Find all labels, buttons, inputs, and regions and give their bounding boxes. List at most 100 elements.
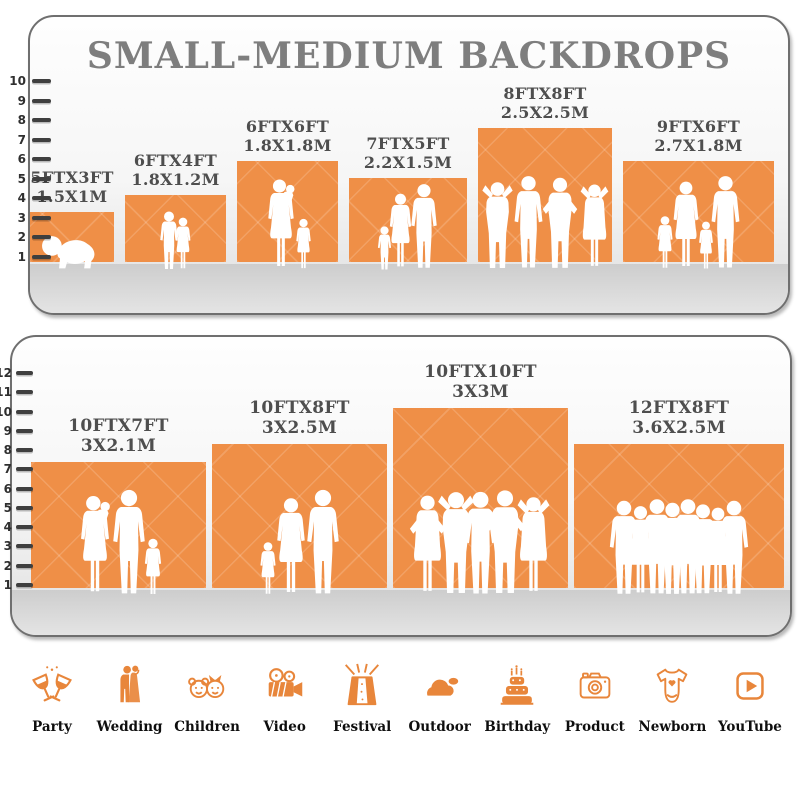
person-silhouette-man [642,499,672,594]
ruler-dash-icon [32,215,51,220]
ruler-dash-icon [32,176,51,181]
ruler-tick: 11 [0,385,33,399]
ruler-dash-icon [16,505,33,510]
ruler-number: 6 [17,152,26,166]
newborn-icon [649,658,695,710]
backdrop-size-m: 3X2.1M [80,436,157,457]
ruler-dash-icon [16,448,33,453]
ruler-tick: 8 [0,113,51,127]
category-row: Party Wedding Children Video Festival Outdoor… [16,658,786,735]
person-silhouette-girl [657,216,673,268]
backdrop-size-m: 1.8X1.2M [131,170,220,190]
ruler-tick: 8 [0,443,33,457]
category-item: Video [249,658,321,735]
backdrop-item: 10FTX10FT 3X3M [393,362,568,594]
backdrop-size-m: 2.7X1.8M [654,136,743,156]
category-label: Newborn [638,719,707,735]
youtube-icon [727,658,773,710]
ruler-tick: 4 [0,191,51,205]
ruler-dash-icon [16,486,33,491]
ruler-tick: 10 [0,405,33,419]
category-item: Festival [326,658,398,735]
backdrop-swatch [212,444,387,594]
backdrop-swatch [574,444,784,594]
backdrop-size-ft: 9FTX6FT [656,116,741,136]
ruler-number: 11 [0,385,12,400]
person-silhouette-woman-up [517,497,550,591]
ruler-number: 4 [17,191,26,205]
backdrop-size-ft: 10FTX8FT [249,397,350,418]
ruler-tick: 1 [0,578,33,592]
backdrop-size-ft: 8FTX8FT [503,83,587,103]
category-label: Wedding [96,719,163,735]
ruler-tick: 12 [0,366,33,380]
ruler-dash-icon [32,196,51,200]
category-item: Birthday [481,658,553,735]
ruler-tick: 7 [0,133,51,147]
backdrop-size-m: 2.2X1.5M [363,153,453,173]
page-title: SMALL-MEDIUM BACKDROPS [86,35,732,77]
backdrop-size-label: 8FTX8FT 2.5X2.5M [501,84,589,123]
category-item: Newborn [636,658,708,735]
ruler-dash-icon [32,235,51,239]
ruler-dash-icon [32,98,51,103]
backdrop-item: 10FTX8FT 3X2.5M [212,397,387,594]
outdoor-icon [417,658,463,710]
backdrop-row: 10FTX7FT 3X2.1M 10FTX8FT 3X2.5M 10FTX10FT 3X3… [31,362,784,595]
person-silhouette-man [711,176,740,268]
backdrop-item: 7FTX5FT 2.2X1.5M [349,134,467,270]
backdrop-size-m: 1.5X1M [36,187,108,207]
category-label: Product [564,719,625,735]
person-silhouette-woman [276,498,305,592]
backdrop-swatch [349,178,467,270]
person-silhouette-toddler [377,226,392,270]
ruler-number: 6 [3,481,12,496]
backdrop-size-m: 3X3M [452,382,509,403]
ruler-tick: 7 [0,462,33,476]
silhouette-group [17,489,220,597]
person-silhouette-girl [144,538,161,595]
ruler-number: 4 [3,520,12,535]
ruler-tick: 5 [0,501,33,515]
ruler-tick: 3 [0,539,33,553]
festival-icon [339,658,385,710]
category-item: Wedding [94,658,166,735]
category-item: Party [16,658,88,735]
person-silhouette-baby-crawl [41,236,94,269]
person-silhouette-woman-hips [409,495,446,591]
silhouette-group [609,175,788,271]
ruler-number: 10 [9,74,26,88]
backdrop-item: 10FTX7FT 3X2.1M [31,416,206,595]
backdrop-size-m: 3X2.5M [261,418,338,439]
ruler-tick: 9 [0,424,33,438]
person-silhouette-woman-baby [268,179,295,267]
silhouette-group [379,489,582,597]
ruler-tick: 2 [0,230,51,244]
category-item: Product [559,658,631,735]
person-silhouette-man [689,504,717,594]
person-silhouette-man [673,499,703,594]
backdrop-item: 8FTX8FT 2.5X2.5M [478,84,612,268]
backdrop-item: 6FTX4FT 1.8X1.2M [125,151,226,269]
ruler-number: 9 [3,423,12,438]
ruler-tick: 3 [0,211,51,225]
backdrop-swatch [623,161,774,269]
ruler-tick: 6 [0,482,33,496]
backdrop-size-m: 3.6X2.5M [632,418,726,439]
ruler-number: 1 [3,578,12,593]
backdrop-size-label: 6FTX6FT 1.8X1.8M [243,117,331,156]
ruler-dash-icon [16,563,33,568]
backdrop-size-label: 12FTX8FT 3.6X2.5M [629,398,730,439]
person-silhouette-man [411,184,437,268]
silhouette-group [111,211,240,271]
silhouette-group [464,175,626,271]
product-icon [572,658,618,710]
backdrop-swatch [125,195,226,269]
ruler-dash-icon [32,157,51,161]
person-silhouette-man [306,489,339,594]
category-label: YouTube [717,719,782,735]
person-silhouette-woman [673,181,699,266]
backdrop-item: 6FTX6FT 1.8X1.8M [237,117,338,269]
person-silhouette-boy [159,211,178,269]
